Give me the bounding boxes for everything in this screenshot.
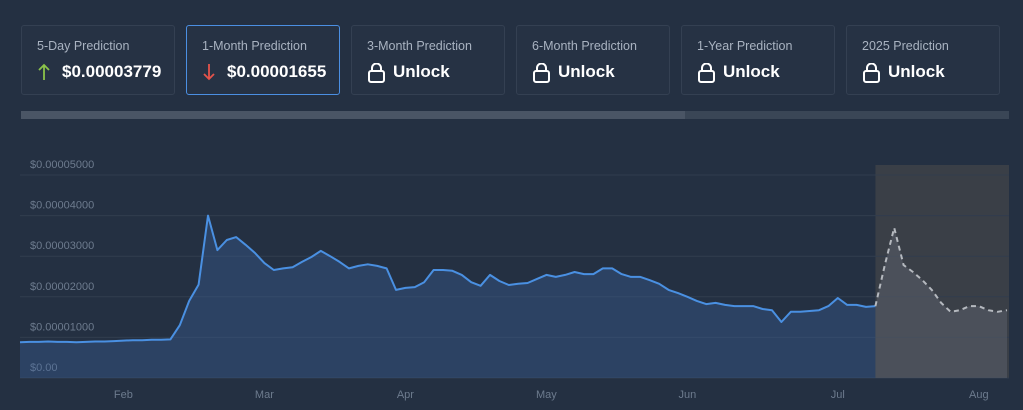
card-label: 6-Month Prediction — [532, 39, 637, 53]
up-arrow-icon — [38, 63, 50, 80]
y-tick-label: $0.00002000 — [30, 281, 94, 293]
x-tick-label: Mar — [255, 389, 274, 401]
card-label: 2025 Prediction — [862, 39, 949, 53]
down-arrow-icon — [203, 64, 215, 81]
x-tick-label: Aug — [969, 389, 989, 401]
card-value: $0.00001655 — [227, 62, 327, 81]
y-tick-label: $0.00005000 — [30, 159, 94, 171]
y-tick-label: $0.00004000 — [30, 200, 94, 212]
scroll-thumb[interactable] — [21, 111, 685, 119]
card-label: 5-Day Prediction — [37, 39, 130, 53]
prediction-card[interactable]: 3-Month Prediction Unlock — [351, 25, 505, 95]
prediction-card[interactable]: 5-Day Prediction $0.00003779 — [21, 25, 175, 95]
x-tick-label: Jun — [679, 389, 697, 401]
card-value: Unlock — [393, 62, 450, 81]
prediction-card[interactable]: 1-Month Prediction $0.00001655 — [186, 25, 340, 95]
y-tick-label: $0.00 — [30, 362, 58, 374]
x-tick-label: Apr — [397, 389, 414, 401]
card-label: 3-Month Prediction — [367, 39, 472, 53]
lock-icon — [698, 63, 715, 83]
card-value: $0.00003779 — [62, 62, 162, 81]
prediction-card[interactable]: 2025 Prediction Unlock — [846, 25, 1000, 95]
card-label: 1-Year Prediction — [697, 39, 793, 53]
y-tick-label: $0.00001000 — [30, 321, 94, 333]
chart: $0.00 $0.00001000 $0.00002000 $0.00003000 $0… — [19, 159, 1009, 401]
card-value: Unlock — [558, 62, 615, 81]
card-label: 1-Month Prediction — [202, 39, 307, 53]
x-tick-label: Feb — [114, 389, 133, 401]
x-tick-label: May — [536, 389, 557, 401]
card-value: Unlock — [888, 62, 945, 81]
y-tick-label: $0.00003000 — [30, 240, 94, 252]
lock-icon — [533, 63, 550, 83]
lock-icon — [368, 63, 385, 83]
scrollbar[interactable] — [21, 111, 1009, 119]
card-value: Unlock — [723, 62, 780, 81]
x-tick-label: Jul — [831, 389, 845, 401]
lock-icon — [863, 63, 880, 83]
series-line — [19, 214, 876, 344]
series-line — [874, 226, 1008, 313]
prediction-card[interactable]: 6-Month Prediction Unlock — [516, 25, 670, 95]
prediction-card[interactable]: 1-Year Prediction Unlock — [681, 25, 835, 95]
area — [20, 215, 876, 378]
